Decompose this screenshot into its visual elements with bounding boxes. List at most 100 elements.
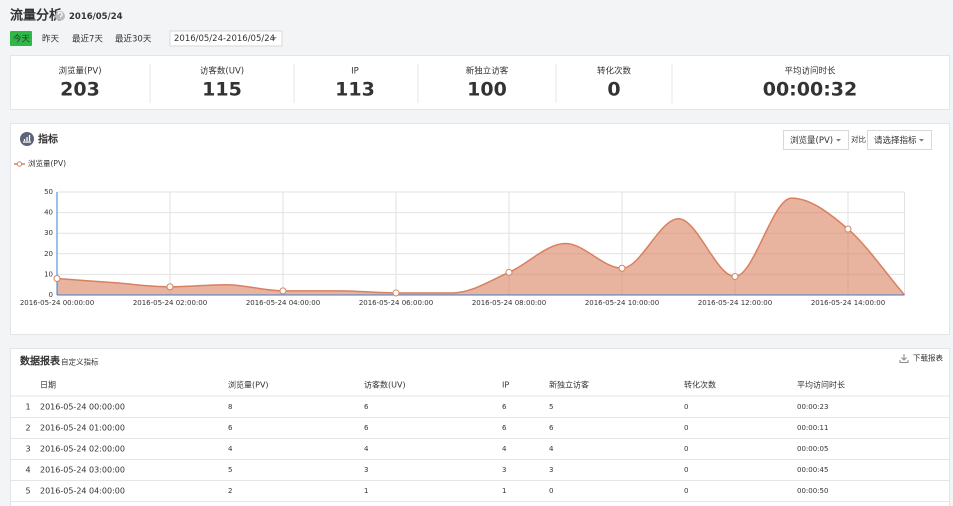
stat-label: 新独立访客 — [466, 66, 509, 77]
stats-card — [10, 55, 950, 110]
stat-value: 203 — [60, 79, 100, 101]
point-marker — [731, 272, 739, 280]
point-marker — [166, 283, 174, 291]
date-tab[interactable]: 昨天 — [42, 34, 60, 45]
stat-value: 100 — [467, 79, 507, 101]
point-marker — [279, 287, 287, 295]
stat-label: 平均访问时长 — [784, 66, 836, 77]
compare-select[interactable] — [867, 130, 932, 150]
table-cell: 1 — [502, 487, 506, 495]
table-cell: 4 — [364, 445, 369, 453]
y-tick-label: 10 — [44, 270, 53, 278]
point-marker — [844, 225, 852, 233]
stat-value: 113 — [335, 79, 375, 101]
row-index: 5 — [25, 487, 30, 496]
table-cell: 2016-05-24 00:00:00 — [40, 403, 125, 412]
x-tick-label: 2016-05-24 02:00:00 — [133, 299, 207, 307]
compare-label: 对比 — [851, 134, 866, 144]
point-marker — [392, 289, 400, 297]
row-index: 1 — [25, 403, 30, 412]
table-cell: 6 — [228, 424, 233, 432]
table-cell: 0 — [684, 403, 688, 411]
tab-active-bg[interactable] — [10, 31, 32, 46]
area — [57, 198, 905, 295]
point-marker — [53, 275, 61, 283]
page-title: 流量分析 — [10, 8, 62, 24]
table-cell: 6 — [364, 424, 369, 432]
y-tick-label: 50 — [44, 188, 53, 196]
table-cell: 2016-05-24 04:00:00 — [40, 487, 125, 496]
chart-panel-title: 指标 — [38, 133, 58, 146]
column-header: 日期 — [40, 381, 56, 390]
legend-label[interactable]: 浏览量(PV) — [28, 158, 66, 168]
table-cell: 5 — [549, 403, 553, 411]
date-range[interactable]: 2016/05/24-2016/05/24 — [174, 34, 275, 44]
stat-label: IP — [351, 67, 359, 77]
table-card — [10, 348, 950, 506]
stat-label: 访客数(UV) — [200, 66, 244, 77]
stat-value: 115 — [202, 79, 242, 101]
table-cell: 2016-05-24 03:00:00 — [40, 466, 125, 475]
y-tick-label: 30 — [44, 229, 53, 237]
table-title: 数据报表 — [20, 355, 61, 368]
y-tick-label: 20 — [44, 250, 53, 258]
row-index: 4 — [25, 466, 30, 475]
x-tick-label: 2016-05-24 08:00:00 — [472, 299, 546, 307]
column-header: 新独立访客 — [549, 380, 589, 390]
date-tab[interactable]: 最近30天 — [115, 34, 152, 45]
legend-marker — [16, 161, 23, 167]
table-cell: 00:00:05 — [797, 445, 828, 453]
table-cell: 2016-05-24 01:00:00 — [40, 424, 125, 433]
column-header: 平均访问时长 — [797, 380, 845, 390]
x-tick-label: 2016-05-24 00:00:00 — [20, 299, 94, 307]
date-tab[interactable]: 今天 — [13, 34, 31, 45]
y-tick-label: 40 — [44, 209, 53, 217]
table-cell: 0 — [684, 466, 688, 474]
table-cell: 0 — [684, 487, 688, 495]
x-tick-label: 2016-05-24 10:00:00 — [585, 299, 659, 307]
table-cell: 3 — [502, 466, 506, 474]
table-cell: 8 — [228, 403, 232, 411]
table-cell: 00:00:23 — [797, 403, 828, 411]
table-cell: 3 — [364, 466, 368, 474]
table-cell: 0 — [549, 487, 553, 495]
table-cell: 0 — [684, 424, 688, 432]
download-icon[interactable] — [899, 354, 909, 363]
table-cell: 1 — [364, 487, 368, 495]
column-header: 转化次数 — [684, 380, 716, 390]
custom-metrics-link[interactable]: 自定义指标 — [61, 357, 99, 367]
point-marker — [618, 264, 626, 272]
table-cell: 0 — [684, 445, 688, 453]
x-tick-label: 2016-05-24 04:00:00 — [246, 299, 320, 307]
point-marker — [505, 268, 513, 276]
stat-label: 转化次数 — [597, 66, 632, 77]
stat-label: 浏览量(PV) — [58, 66, 101, 77]
table-cell: 4 — [228, 445, 233, 453]
date-tab[interactable]: 最近7天 — [72, 34, 103, 45]
stat-value: 00:00:32 — [763, 79, 858, 101]
header-date: 2016/05/24 — [69, 12, 123, 22]
table-cell: 5 — [228, 466, 232, 474]
stat-value: 0 — [607, 79, 620, 101]
x-tick-label: 2016-05-24 12:00:00 — [698, 299, 772, 307]
table-cell: 6 — [549, 424, 554, 432]
table-cell: 6 — [502, 424, 507, 432]
table-cell: 4 — [502, 445, 507, 453]
table-cell: 6 — [502, 403, 507, 411]
date-select[interactable] — [169, 30, 283, 47]
table-cell: 6 — [364, 403, 369, 411]
table-cell: 3 — [549, 466, 553, 474]
metric-select[interactable] — [783, 130, 849, 150]
column-header: 访客数(UV) — [364, 380, 406, 390]
column-header: IP — [502, 381, 509, 390]
column-header: 浏览量(PV) — [228, 380, 269, 390]
compare-select-text[interactable]: 请选择指标 — [874, 135, 917, 146]
metric-select-text[interactable]: 浏览量(PV) — [790, 135, 833, 146]
table-cell: 2016-05-24 02:00:00 — [40, 445, 125, 454]
table-cell: 00:00:11 — [797, 424, 828, 432]
chart-icon — [20, 132, 34, 146]
help-icon[interactable] — [55, 11, 65, 21]
table-cell: 4 — [549, 445, 554, 453]
download-link[interactable]: 下载报表 — [913, 353, 943, 363]
